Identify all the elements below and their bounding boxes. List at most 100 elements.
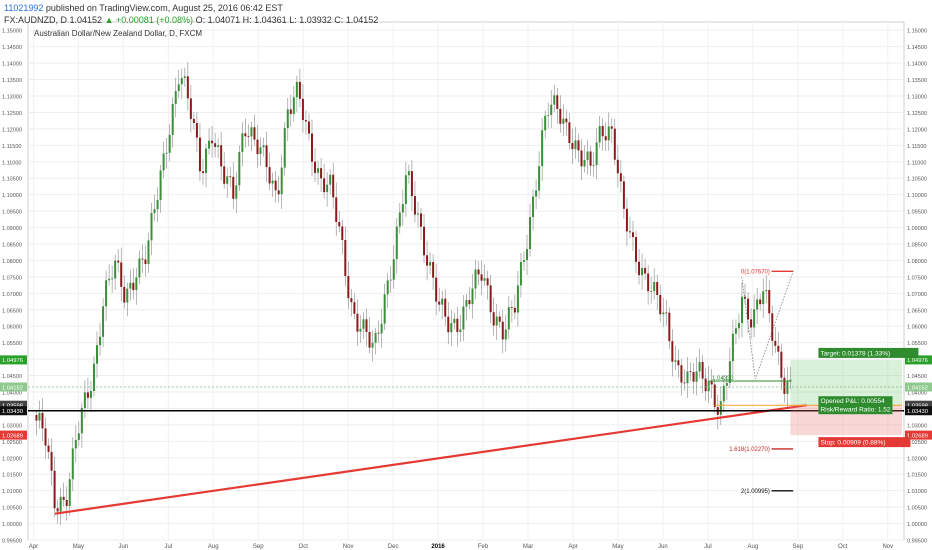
- candle-body: [468, 300, 471, 305]
- candle-body: [362, 319, 365, 329]
- candle-body: [544, 115, 547, 131]
- right-price-axis: 1.15000 1.14500 1.14000 1.13500 1.13000 1.125…: [905, 29, 932, 545]
- candle-body: [586, 151, 589, 160]
- candle-body: [638, 261, 641, 276]
- candle-body: [719, 401, 722, 415]
- change-value: ▲ +0.00081 (+0.08%): [104, 15, 194, 25]
- candle-body: [53, 470, 56, 509]
- candle-body: [753, 309, 756, 328]
- y-tick-label-left: 1.03000: [2, 423, 22, 429]
- fib-level-label: 1.618(1.02270): [729, 447, 770, 453]
- y-tick-label-right: 1.02500: [907, 440, 927, 446]
- last-price: 1.04152: [69, 15, 103, 25]
- candle-body: [47, 445, 50, 452]
- candle-body: [129, 282, 132, 289]
- candle-body: [220, 145, 223, 167]
- candle-body: [695, 371, 698, 382]
- plot-area: [27, 21, 905, 541]
- candle-body: [598, 126, 601, 143]
- candle-body: [432, 261, 435, 278]
- candle-body: [71, 448, 74, 480]
- y-tick-label-left: 1.07000: [2, 292, 22, 298]
- candle-body: [426, 255, 429, 266]
- price-label-right: 1.04976: [907, 358, 928, 364]
- candle-body: [550, 104, 553, 115]
- candle-body: [386, 280, 389, 295]
- candles: [35, 62, 792, 526]
- candle-body: [571, 142, 574, 150]
- candle-body: [114, 260, 117, 279]
- candle-body: [610, 126, 613, 129]
- price-label-right: 1.04152: [907, 385, 928, 391]
- candle-body: [77, 433, 80, 440]
- candle-body: [447, 316, 450, 333]
- price-label-bg-left: [0, 355, 27, 365]
- candle-body: [141, 258, 144, 260]
- candle-body: [80, 407, 83, 434]
- target-label: Target: 0.01378 (1.33%): [820, 350, 890, 357]
- candle-body: [195, 122, 198, 138]
- y-tick-label-right: 1.04500: [907, 374, 927, 380]
- symbol-line: FX:AUDNZD, D: [4, 15, 67, 25]
- username[interactable]: 11021992: [4, 3, 44, 13]
- y-tick-label-right: 1.10500: [907, 177, 927, 183]
- candle-body: [201, 171, 204, 174]
- price-label-bg-right: [905, 400, 932, 410]
- candle-body: [747, 298, 750, 320]
- candle-body: [198, 137, 201, 172]
- candle-body: [786, 381, 789, 394]
- candle-body: [205, 148, 208, 174]
- x-tick-label: Jul: [164, 544, 172, 550]
- high-value: H: 1.04361: [242, 15, 287, 25]
- x-tick-label: Oct: [838, 544, 848, 550]
- candle-body: [459, 329, 462, 333]
- candle-body: [111, 278, 114, 280]
- candle-body: [256, 139, 259, 155]
- candle-body: [765, 290, 768, 292]
- y-tick-label-right: 1.09000: [907, 226, 927, 232]
- y-tick-label-left: 1.08000: [2, 259, 22, 265]
- candle-body: [280, 167, 283, 195]
- y-tick-label-right: 0.99500: [907, 539, 927, 545]
- candle-body: [495, 316, 498, 326]
- candle-body: [774, 340, 777, 346]
- y-tick-label-right: 1.14000: [907, 62, 927, 68]
- candle-body: [165, 152, 168, 154]
- candle-body: [38, 412, 41, 421]
- y-tick-label-right: 1.08500: [907, 243, 927, 249]
- candle-body: [480, 274, 483, 281]
- candle-body: [105, 280, 108, 307]
- candle-body: [238, 152, 241, 186]
- opened-label-bg: [818, 396, 893, 415]
- candle-body: [707, 381, 710, 392]
- fib-guide: [741, 271, 794, 379]
- candle-body: [477, 269, 480, 275]
- candle-body: [604, 136, 607, 141]
- y-tick-label-left: 1.01500: [2, 473, 22, 479]
- candle-body: [713, 384, 716, 408]
- candle-body: [265, 145, 268, 168]
- candle-body: [474, 269, 477, 289]
- candle-body: [235, 185, 238, 199]
- candle-body: [631, 232, 634, 238]
- candle-body: [553, 95, 556, 105]
- candle-body: [320, 168, 323, 179]
- price-label-left: 1.04152: [2, 385, 23, 391]
- x-tick-label: Jun: [658, 544, 668, 550]
- candle-body: [132, 282, 135, 291]
- y-tick-label-left: 1.08500: [2, 243, 22, 249]
- candle-body: [250, 127, 253, 137]
- fib-level-label: 2(1.00995): [741, 489, 770, 495]
- x-tick-label: Feb: [478, 544, 489, 550]
- y-tick-label-left: 1.13500: [2, 78, 22, 84]
- candle-body: [310, 133, 313, 162]
- candle-body: [601, 126, 604, 137]
- price-label-bg-left: [0, 400, 27, 410]
- candle-body: [559, 108, 562, 124]
- y-tick-label-right: 1.10000: [907, 193, 927, 199]
- candle-body: [304, 120, 307, 122]
- candle-body: [368, 332, 371, 348]
- candle-body: [619, 173, 622, 182]
- candle-body: [701, 361, 704, 379]
